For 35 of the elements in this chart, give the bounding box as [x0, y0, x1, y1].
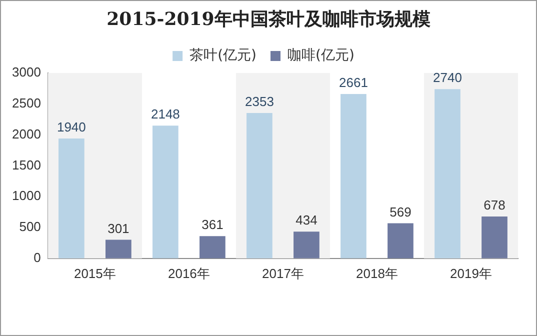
bar — [58, 138, 84, 258]
legend-label: 咖啡(亿元) — [288, 48, 354, 64]
data-label: 678 — [484, 198, 506, 213]
bar — [294, 232, 320, 258]
y-tick-label: 500 — [19, 219, 41, 234]
x-tick-label: 2019年 — [450, 266, 492, 281]
data-label: 361 — [202, 217, 224, 232]
data-label: 434 — [296, 212, 318, 228]
bar — [200, 236, 226, 258]
y-tick-label: 1500 — [12, 157, 41, 172]
data-label: 2353 — [244, 94, 274, 110]
data-label: 2661 — [339, 75, 368, 90]
data-label: 2740 — [433, 70, 462, 86]
bar — [106, 240, 132, 258]
bar — [246, 112, 272, 258]
y-tick-label: 3000 — [12, 64, 41, 80]
data-label: 1940 — [56, 120, 86, 135]
legend-label: 茶叶(亿元) — [190, 48, 257, 64]
bar — [152, 126, 178, 258]
x-tick-label: 2015年 — [74, 266, 116, 281]
chart-title: 2015-2019年中国茶叶及咖啡市场规模 — [106, 8, 432, 31]
data-label: 301 — [108, 220, 130, 236]
x-tick-label: 2016年 — [168, 266, 210, 281]
bar — [388, 223, 414, 258]
bar — [434, 89, 460, 258]
x-tick-label: 2018年 — [356, 266, 398, 281]
y-tick-label: 0 — [34, 250, 41, 265]
y-tick-label: 1000 — [12, 188, 41, 204]
bar — [340, 94, 366, 258]
data-label: 569 — [390, 204, 412, 220]
y-tick-label: 2000 — [12, 126, 41, 142]
x-tick-label: 2017年 — [262, 266, 304, 281]
bar — [482, 216, 508, 258]
data-label: 2148 — [150, 106, 180, 122]
y-tick-label: 2500 — [12, 95, 41, 110]
